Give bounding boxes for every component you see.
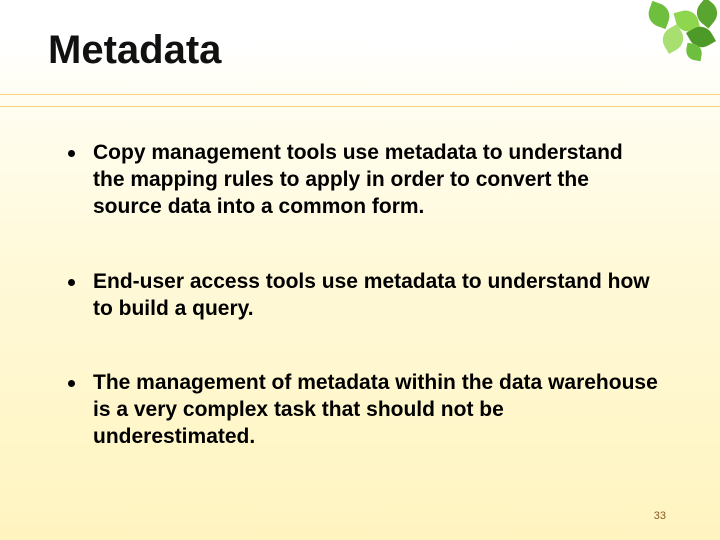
bullet-item: The management of metadata within the da… (68, 370, 660, 451)
bullet-dot-icon (68, 150, 75, 157)
bullet-text: The management of metadata within the da… (93, 370, 660, 451)
bullet-dot-icon (68, 279, 75, 286)
bullet-dot-icon (68, 380, 75, 387)
accent-lines (0, 90, 720, 120)
corner-decoration (610, 0, 720, 80)
bullet-text: End-user access tools use metadata to un… (93, 269, 660, 323)
bullet-item: Copy management tools use metadata to un… (68, 140, 660, 221)
slide-title: Metadata (48, 28, 221, 73)
bullet-item: End-user access tools use metadata to un… (68, 269, 660, 323)
page-number: 33 (654, 510, 666, 522)
slide-content: Copy management tools use metadata to un… (68, 140, 660, 499)
bullet-text: Copy management tools use metadata to un… (93, 140, 660, 221)
